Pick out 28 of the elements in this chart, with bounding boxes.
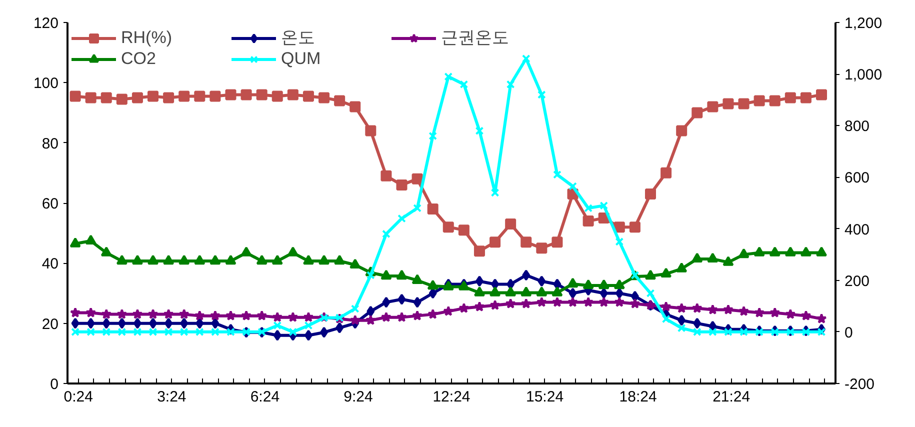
x-tick-label: 6:24 [250,388,280,406]
y-tick-label: 120 [33,15,59,32]
y-tick-label: 100 [33,75,59,92]
legend-label: 근권온도 [441,27,510,49]
y-tick-label: 0 [50,376,58,393]
x-tick-label: 0:24 [64,388,93,406]
y2-tick-label: 1,200 [844,15,882,32]
x-tick-label: 21:24 [712,388,750,406]
x-tick-label: 12:24 [432,388,470,406]
x-tick-label: 15:24 [526,388,564,406]
y2-tick-label: 200 [844,272,870,290]
y-tick-label: 60 [42,196,59,212]
y2-tick-label: 800 [844,118,870,136]
y-tick-label: 20 [42,316,59,333]
legend-label: QUM [281,49,322,69]
y-tick-label: 80 [42,135,59,152]
legend-label: CO2 [121,49,157,69]
y2-tick-label: 1,000 [844,66,882,84]
y2-tick-label: 0 [844,324,853,342]
y2-tick-label: 600 [844,170,870,187]
legend-label: 온도 [281,27,316,49]
y2-tick-label: 400 [844,221,870,238]
x-tick-label: 9:24 [344,388,373,406]
legend-label: RH(%) [121,28,173,48]
y2-tick-label: -200 [844,376,875,393]
x-tick-label: 3:24 [157,388,186,406]
y-tick-label: 40 [42,256,59,273]
x-tick-label: 18:24 [619,388,657,406]
